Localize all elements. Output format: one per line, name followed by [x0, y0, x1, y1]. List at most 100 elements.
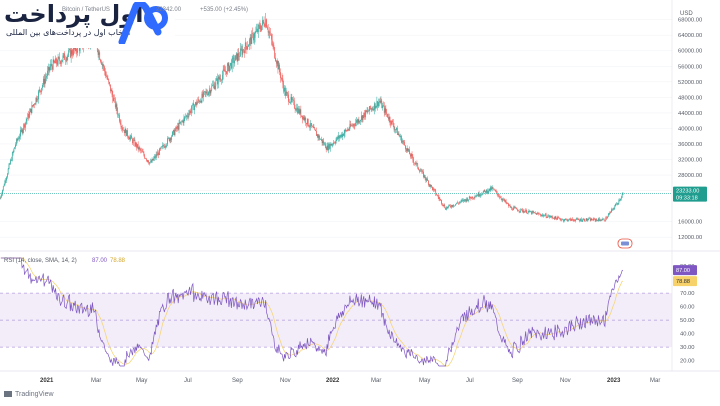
candle — [372, 108, 374, 110]
candle — [481, 194, 482, 195]
candle — [154, 156, 155, 159]
candle — [371, 108, 373, 110]
candle — [478, 192, 480, 196]
candle — [461, 200, 463, 201]
candle — [553, 218, 555, 220]
candle — [248, 45, 249, 47]
candle — [230, 62, 231, 66]
candle — [226, 66, 228, 74]
candle — [554, 216, 556, 220]
candle — [143, 152, 145, 156]
rsi-ma-badge — [673, 276, 697, 287]
candle — [499, 197, 501, 198]
candle — [341, 134, 343, 138]
candle — [597, 220, 598, 222]
candle — [206, 91, 208, 94]
candle — [483, 190, 485, 192]
candle — [324, 143, 325, 145]
candle — [22, 129, 24, 133]
candle — [598, 218, 600, 220]
candle — [504, 200, 506, 202]
candle — [317, 134, 319, 138]
candle — [608, 213, 610, 215]
candle — [537, 213, 539, 214]
candle — [7, 174, 8, 178]
candle — [162, 145, 164, 147]
candle — [228, 63, 230, 72]
candle — [311, 123, 312, 127]
candle — [123, 130, 125, 134]
candle — [102, 64, 104, 67]
candle — [141, 150, 143, 153]
candle — [612, 208, 614, 210]
price-tick-label: 28000.00 — [678, 173, 702, 179]
time-tick-label: Sep — [232, 378, 243, 384]
candle — [239, 56, 240, 57]
candle — [192, 103, 194, 105]
candle — [603, 218, 605, 221]
candle — [209, 89, 211, 94]
price-change: +535.00 (+2.45%) — [200, 7, 249, 13]
price-tick-label: 64000.00 — [678, 33, 702, 39]
candle — [615, 203, 616, 207]
candle — [520, 208, 522, 212]
candle — [360, 120, 361, 122]
candle — [43, 78, 45, 85]
candle — [306, 122, 307, 125]
candle — [466, 198, 468, 202]
candle — [281, 78, 283, 79]
candle — [477, 195, 478, 197]
candle — [616, 203, 618, 205]
candle — [366, 110, 368, 112]
candle — [151, 158, 153, 163]
candle — [261, 25, 262, 31]
candle — [167, 138, 168, 145]
candle — [479, 195, 481, 197]
candle — [2, 190, 3, 195]
candle — [51, 63, 52, 67]
candle — [343, 133, 345, 136]
candle — [263, 21, 265, 26]
time-tick-label: Nov — [280, 378, 291, 384]
candle — [540, 214, 541, 216]
candle — [441, 203, 443, 205]
candle — [111, 89, 113, 95]
candle — [4, 180, 6, 186]
candle — [611, 209, 612, 213]
candle — [602, 218, 604, 220]
candle — [309, 126, 311, 128]
candle — [154, 156, 156, 158]
candle — [194, 105, 195, 111]
candle — [248, 39, 250, 46]
price-gridlines — [0, 19, 672, 238]
candle — [286, 92, 288, 94]
candle — [446, 207, 448, 208]
candle — [373, 108, 374, 111]
candle — [523, 211, 525, 213]
candle — [476, 195, 477, 197]
candle — [385, 108, 387, 113]
candle — [401, 136, 402, 143]
candle — [607, 214, 609, 218]
candle — [543, 214, 544, 217]
candle — [619, 200, 621, 201]
tradingview-logo[interactable]: TradingView — [4, 391, 54, 398]
candle — [374, 103, 376, 109]
candle — [551, 216, 553, 217]
candle — [20, 129, 21, 137]
candle — [247, 46, 249, 50]
candle — [525, 210, 527, 212]
candle — [299, 109, 301, 114]
candle — [467, 198, 468, 201]
candle — [488, 188, 490, 192]
candle — [369, 106, 371, 109]
candle — [231, 62, 232, 69]
candle — [429, 184, 431, 187]
candle — [432, 186, 433, 191]
candle — [136, 143, 137, 148]
candle — [316, 131, 317, 136]
candle — [109, 82, 110, 85]
candle — [136, 144, 138, 148]
candle — [42, 84, 43, 88]
candle — [580, 218, 582, 222]
